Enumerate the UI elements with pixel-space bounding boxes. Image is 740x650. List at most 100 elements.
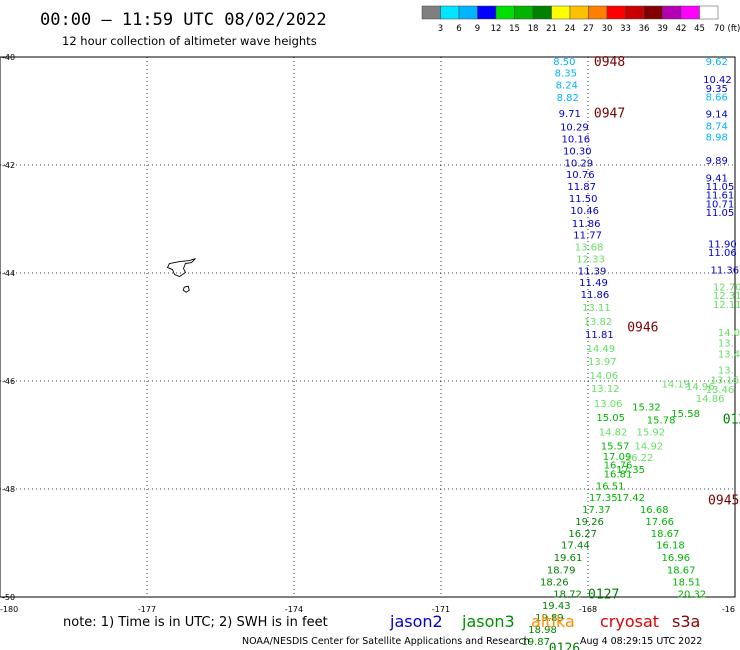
pass-time-label: 0945 xyxy=(708,493,739,508)
colorbar-swatch xyxy=(662,5,682,20)
satellite-legend-jason3: jason3 xyxy=(461,612,515,631)
colorbar-swatch xyxy=(514,5,534,20)
wave-height-value: 11.36 xyxy=(711,265,740,276)
wave-height-value: 15.05 xyxy=(596,413,625,424)
wave-height-value: 13.16 xyxy=(711,375,740,386)
island-outlines xyxy=(166,258,196,293)
wave-height-value: 11.86 xyxy=(581,290,610,301)
colorbar-swatch xyxy=(680,5,700,20)
x-tick-label: -174 xyxy=(285,605,303,614)
colorbar-label: 70 (ft) xyxy=(714,24,740,34)
x-tick-label: -180 xyxy=(0,605,18,614)
map-tick-labels: -180 -177 -174 -171 -168 -16 -40 -42 -44 -46 -48 -5… xyxy=(0,53,735,614)
wave-height-value: 17.37 xyxy=(582,505,611,516)
wave-height-value: 11.61 xyxy=(706,191,735,202)
wave-height-value: 9.14 xyxy=(706,110,728,121)
satellite-legend-altika: altika xyxy=(531,612,575,631)
wave-height-value: 13.06 xyxy=(594,399,623,410)
wave-height-value: 18.79 xyxy=(547,566,576,577)
wave-height-value: 13.97 xyxy=(588,357,617,368)
satellite-legend-jason2: jason2 xyxy=(389,612,443,631)
wave-height-value: 12.70 xyxy=(713,283,740,294)
wave-height-value: 8.74 xyxy=(706,122,728,133)
wave-height-value: 17.09 xyxy=(603,452,632,463)
footer-credit: NOAA/NESDIS Center for Satellite Applica… xyxy=(242,636,530,647)
wave-height-value: 10.46 xyxy=(570,206,599,217)
wave-height-value: 15.58 xyxy=(671,409,700,420)
wave-height-value: 10.29 xyxy=(564,158,593,169)
wave-height-value: 10.29 xyxy=(560,123,589,134)
wave-height-value: 13.12 xyxy=(591,384,620,395)
colorbar-swatch xyxy=(440,5,460,20)
wave-height-value: 16.76 xyxy=(604,461,633,472)
map-frame xyxy=(0,56,736,598)
wave-height-value: 13.82 xyxy=(584,317,613,328)
wave-height-value: 13.46 xyxy=(706,385,735,396)
wave-height-value: 17.66 xyxy=(645,517,674,528)
wave-height-value: 16.96 xyxy=(662,553,691,564)
wave-height-value: 8.35 xyxy=(555,69,577,80)
pass-time-label: 0127 xyxy=(588,587,619,602)
wave-height-value: 11.87 xyxy=(567,182,596,193)
wave-height-value: 8.98 xyxy=(706,132,728,143)
wave-height-value: 11.49 xyxy=(579,278,608,289)
y-tick-label: -42 xyxy=(2,161,15,170)
x-tick-label: -168 xyxy=(579,605,597,614)
wave-height-value: 18.67 xyxy=(667,566,696,577)
wave-height-value: 11.77 xyxy=(573,231,602,242)
wave-height-value: 9.41 xyxy=(706,173,728,184)
wave-height-value: 14.0 xyxy=(718,328,740,339)
wave-height-value: 14.86 xyxy=(696,394,725,405)
pass-time-label: 0947 xyxy=(594,107,625,122)
colorbar-label: 42 xyxy=(676,24,687,34)
wave-height-value: 18.51 xyxy=(672,577,701,588)
wave-height-value: 16.27 xyxy=(568,529,597,540)
colorbar-label: 39 xyxy=(657,24,668,34)
wave-height-value: 19.87 xyxy=(521,637,550,648)
wave-height-value: 8.24 xyxy=(556,81,578,92)
color-scale-legend: 3 6 9 12 15 18 21 24 27 30 33 36 39 42 45 70 (ft) xyxy=(421,5,740,34)
wave-height-value: 18.72 xyxy=(553,589,582,600)
y-tick-label: -48 xyxy=(2,485,15,494)
colorbar-label: 24 xyxy=(565,24,576,34)
wave-height-value: 18.26 xyxy=(540,577,569,588)
colorbar-swatch xyxy=(551,5,571,20)
wave-height-value: 13. xyxy=(718,339,734,350)
wave-height-value: 10.30 xyxy=(563,146,592,157)
pass-time-label: 0948 xyxy=(594,55,625,70)
wave-height-value: 11.06 xyxy=(708,248,737,259)
wave-height-value: 10.16 xyxy=(562,135,591,146)
colorbar-label: 18 xyxy=(528,24,539,34)
wave-height-value: 19.61 xyxy=(554,553,583,564)
wave-height-value: 9.35 xyxy=(706,84,728,95)
wave-height-value: 14.49 xyxy=(587,344,616,355)
wave-height-value: 16.51 xyxy=(596,481,625,492)
wave-height-value: 19.43 xyxy=(542,601,571,612)
wave-height-value: 13.4 xyxy=(718,350,740,361)
wave-height-value: 15.32 xyxy=(632,402,661,413)
pass-time-label: 0946 xyxy=(627,321,658,336)
island-small xyxy=(182,285,190,293)
wave-height-value: 20.32 xyxy=(678,589,707,600)
colorbar-label: 36 xyxy=(639,24,650,34)
wave-height-value: 10.76 xyxy=(566,170,595,181)
wave-height-value: 13. xyxy=(718,366,734,377)
wave-height-value: 15.92 xyxy=(637,427,666,438)
colorbar-swatch xyxy=(588,5,608,20)
wave-height-value: 12.31 xyxy=(713,291,740,302)
wave-height-value: 16.18 xyxy=(656,541,685,552)
wave-height-value: 11.90 xyxy=(708,239,737,250)
x-tick-label: -16 xyxy=(722,605,735,614)
colorbar-swatch xyxy=(495,5,515,20)
satellite-legend-s3a: s3a xyxy=(672,612,700,631)
wave-height-value: 16.81 xyxy=(604,469,633,480)
wave-height-value: 17.42 xyxy=(616,493,645,504)
colorbar-label: 15 xyxy=(509,24,520,34)
wave-height-value: 11.05 xyxy=(706,208,735,219)
page-subtitle: 12 hour collection of altimeter wave hei… xyxy=(62,34,317,48)
wave-height-value: 14.06 xyxy=(589,371,618,382)
wave-height-value: 8.66 xyxy=(706,92,728,103)
colorbar-swatch xyxy=(699,5,719,20)
colorbar-swatch xyxy=(625,5,645,20)
map-grid xyxy=(0,57,735,597)
